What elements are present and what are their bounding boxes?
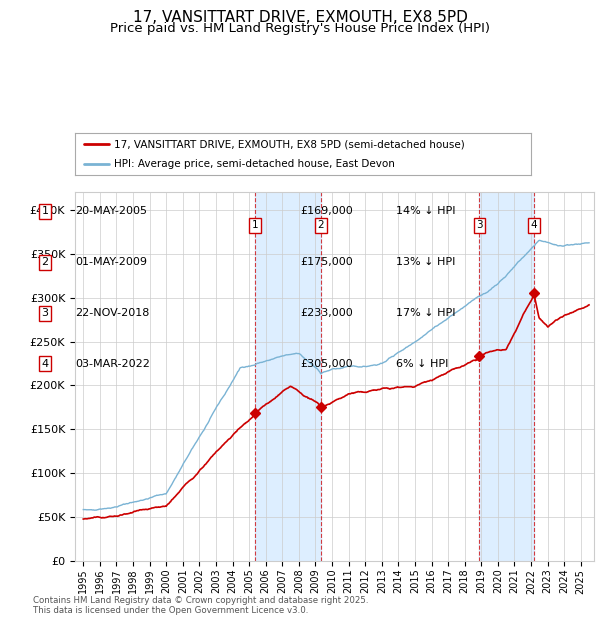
Text: 1: 1: [252, 220, 259, 231]
Text: 13% ↓ HPI: 13% ↓ HPI: [396, 257, 455, 267]
Text: £305,000: £305,000: [300, 359, 353, 369]
Text: Contains HM Land Registry data © Crown copyright and database right 2025.
This d: Contains HM Land Registry data © Crown c…: [33, 596, 368, 615]
Text: £175,000: £175,000: [300, 257, 353, 267]
Text: 2: 2: [41, 257, 49, 267]
Text: 17, VANSITTART DRIVE, EXMOUTH, EX8 5PD: 17, VANSITTART DRIVE, EXMOUTH, EX8 5PD: [133, 10, 467, 25]
Text: Price paid vs. HM Land Registry's House Price Index (HPI): Price paid vs. HM Land Registry's House …: [110, 22, 490, 35]
Text: 22-NOV-2018: 22-NOV-2018: [75, 308, 149, 318]
Text: 20-MAY-2005: 20-MAY-2005: [75, 206, 147, 216]
Bar: [256, 192, 321, 561]
Text: 1: 1: [41, 206, 49, 216]
Text: 6% ↓ HPI: 6% ↓ HPI: [396, 359, 448, 369]
Text: 17% ↓ HPI: 17% ↓ HPI: [396, 308, 455, 318]
Text: 03-MAR-2022: 03-MAR-2022: [75, 359, 150, 369]
Text: 01-MAY-2009: 01-MAY-2009: [75, 257, 147, 267]
Bar: [479, 192, 534, 561]
Text: 3: 3: [41, 308, 49, 318]
Text: 2: 2: [317, 220, 324, 231]
Text: £233,000: £233,000: [300, 308, 353, 318]
Text: 4: 4: [530, 220, 537, 231]
Text: 17, VANSITTART DRIVE, EXMOUTH, EX8 5PD (semi-detached house): 17, VANSITTART DRIVE, EXMOUTH, EX8 5PD (…: [114, 139, 464, 149]
Text: HPI: Average price, semi-detached house, East Devon: HPI: Average price, semi-detached house,…: [114, 159, 395, 169]
Text: 3: 3: [476, 220, 483, 231]
Text: 4: 4: [41, 359, 49, 369]
Text: £169,000: £169,000: [300, 206, 353, 216]
Text: 14% ↓ HPI: 14% ↓ HPI: [396, 206, 455, 216]
